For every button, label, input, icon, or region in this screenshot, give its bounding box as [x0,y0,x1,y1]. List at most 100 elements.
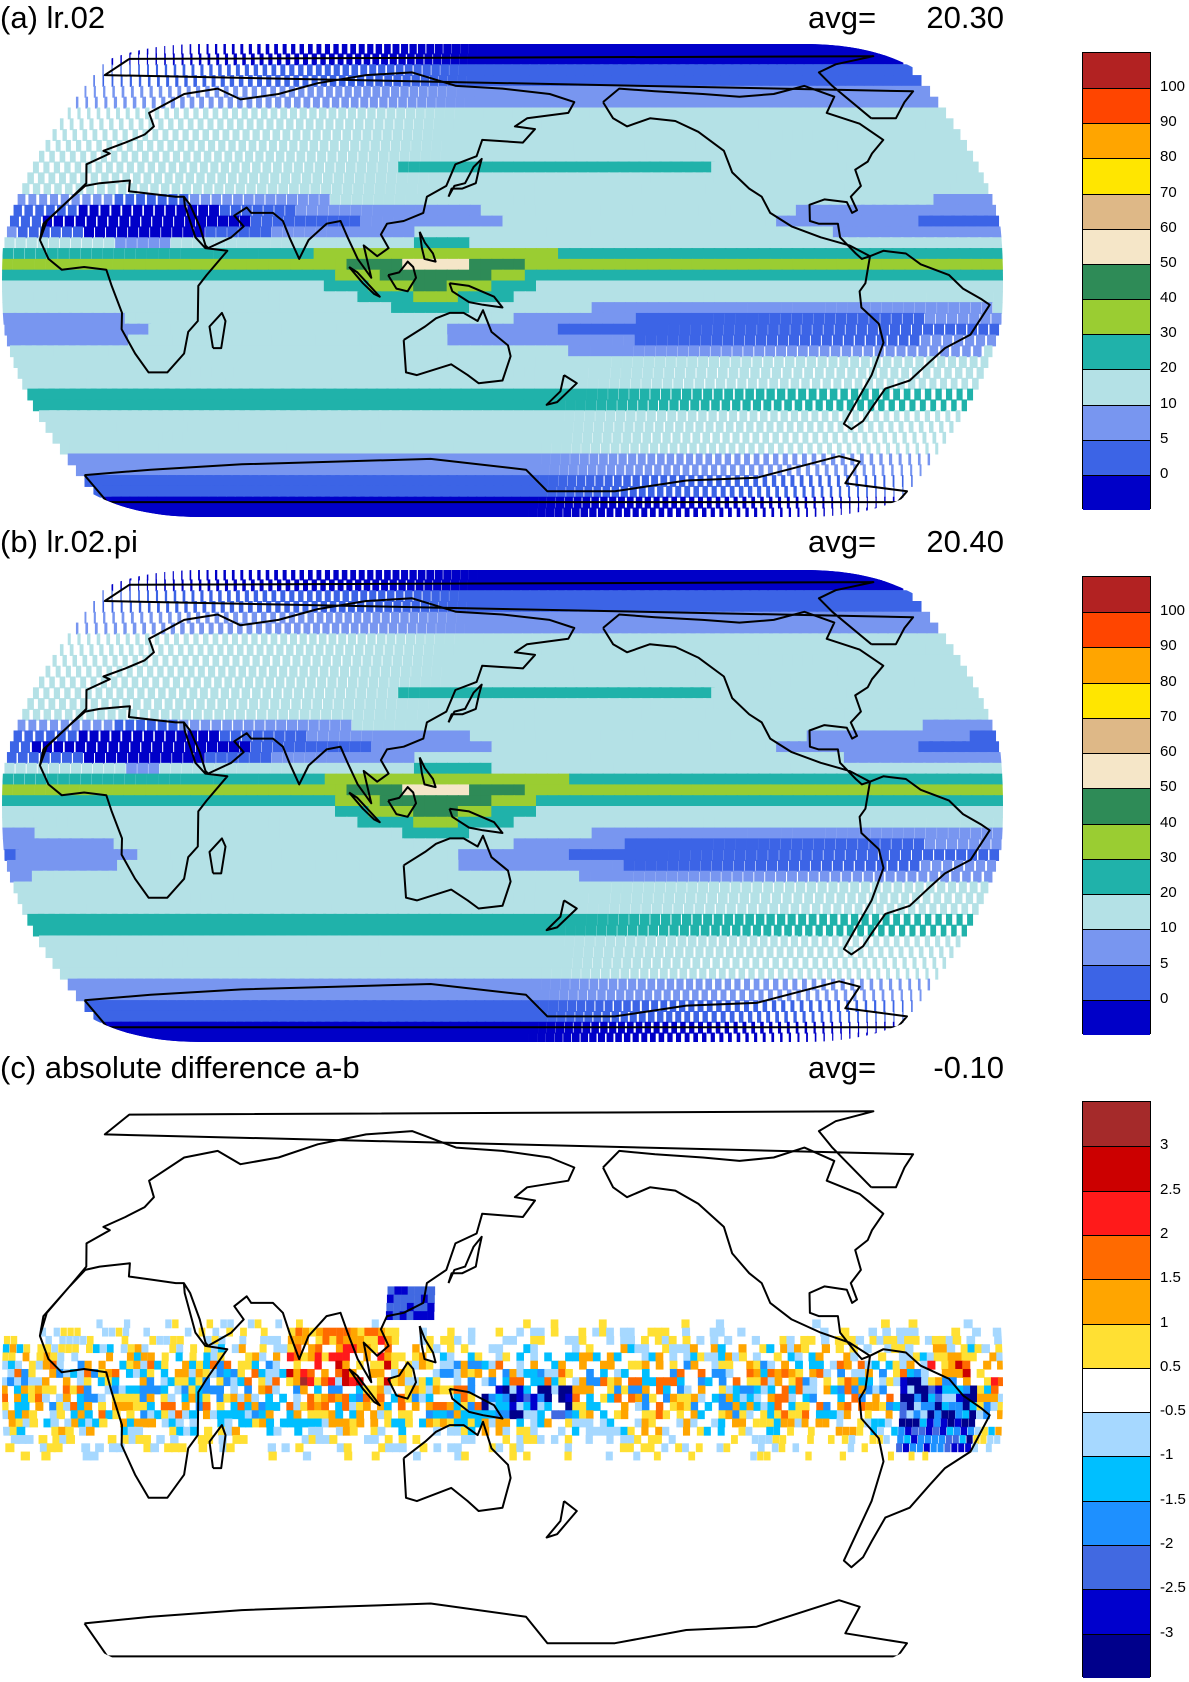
map-cell [408,97,417,109]
map-cell [578,367,589,379]
map-cell [503,569,513,581]
map-cell [791,378,799,390]
map-cell [11,281,23,293]
map-cell [772,367,781,379]
map-cell [200,162,208,174]
map-cell [861,356,870,368]
map-cell [892,302,903,314]
map-cell [911,475,912,487]
map-cell [183,129,189,141]
map-cell [492,205,504,217]
map-cell [150,226,160,238]
map-cell [90,270,102,282]
map-cell [347,302,360,314]
map-cell [904,389,911,401]
map-cell [402,302,414,314]
map-cell [571,443,580,455]
map-cell [672,432,680,444]
map-cell [215,612,220,624]
map-cell [769,248,782,260]
map-cell [198,644,204,656]
map-cell [236,64,240,76]
map-cell [167,140,174,152]
map-cell [852,432,857,444]
map-cell [223,281,235,293]
map-cell [763,399,771,411]
map-cell [442,53,450,65]
map-cell [290,281,302,293]
map-cell [315,162,324,174]
map-cell [870,302,881,314]
map-cell [782,270,794,282]
map-cell [394,644,403,656]
map-cell [477,569,486,581]
map-cell [470,216,482,228]
map-cell [338,151,347,163]
map-cell [736,421,743,433]
map-cell [549,475,558,487]
map-cell [477,43,486,55]
map-cell [148,162,155,174]
map-cell [636,248,649,260]
map-cell [284,97,290,109]
map-cell [43,162,49,174]
map-cell [513,345,525,357]
map-cell [266,623,272,635]
map-cell [223,569,225,581]
map-cell [893,389,900,401]
map-cell [770,410,777,422]
map-cell [951,378,958,390]
map-cell [876,443,880,455]
map-cell [200,64,203,76]
map-cell [580,302,592,314]
map-cell [514,302,526,314]
map-cell [956,151,973,163]
map-cell [820,345,830,357]
map-cell [681,259,693,271]
map-cell [66,666,71,678]
map-cell [586,399,596,411]
map-cell [152,97,156,109]
map-cell [555,508,563,519]
map-cell [481,356,493,368]
map-cell [416,633,425,645]
map-cell [577,183,589,195]
map-cell [748,291,760,303]
map-cell [547,237,559,249]
map-cell [121,601,123,613]
map-cell [214,183,223,195]
map-cell [404,345,417,357]
map-cell [671,389,680,401]
map-cell [409,162,419,174]
map-cell [80,677,86,689]
map-cell [308,43,313,55]
map-cell [336,162,346,174]
map-cell [367,633,375,645]
map-cell [468,53,477,65]
map-cell [316,644,324,656]
map-cell [925,443,928,455]
map-cell [279,666,287,678]
map-cell [359,324,372,336]
map-cell [503,378,515,390]
map-cell [503,162,515,174]
map-cell [536,313,548,325]
map-cell [310,140,319,152]
map-cell [223,129,230,141]
map-cell [163,129,169,141]
map-cell [833,335,843,347]
map-cell [237,644,244,656]
map-cell [198,666,205,678]
map-cell [381,579,388,591]
map-cell [486,569,495,581]
map-cell [236,183,245,195]
map-cell [449,194,460,206]
map-cell [403,237,415,249]
map-cell [804,270,816,282]
map-cell [313,291,325,303]
map-cell [380,302,392,314]
map-cell [833,378,841,390]
map-cell [876,378,884,390]
map-cell [652,432,660,444]
